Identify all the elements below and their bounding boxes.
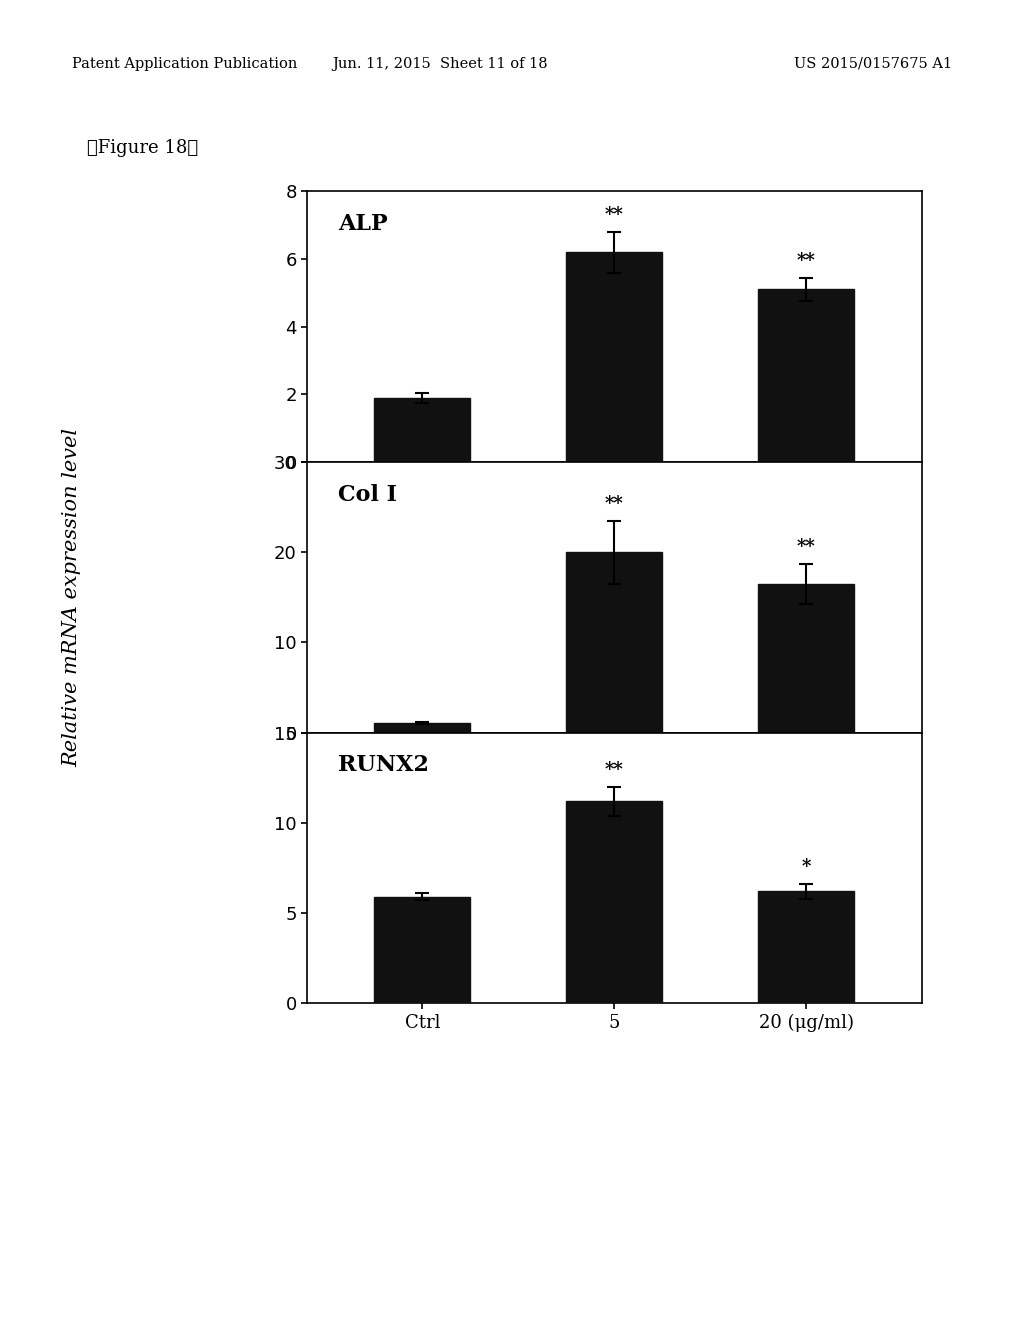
Text: **: ** xyxy=(797,537,816,556)
Text: Patent Application Publication: Patent Application Publication xyxy=(72,57,297,71)
Bar xyxy=(375,896,470,1003)
Text: 【Figure 18】: 【Figure 18】 xyxy=(87,139,199,157)
Text: RUNX2: RUNX2 xyxy=(338,754,429,776)
Bar xyxy=(375,722,470,733)
Text: ALP: ALP xyxy=(338,213,387,235)
Text: Relative mRNA expression level: Relative mRNA expression level xyxy=(62,428,81,767)
Bar xyxy=(759,289,854,462)
Text: **: ** xyxy=(797,252,816,269)
Text: **: ** xyxy=(605,495,624,512)
Bar xyxy=(566,801,663,1003)
Bar xyxy=(566,252,663,462)
Text: *: * xyxy=(802,858,811,876)
Bar xyxy=(375,397,470,462)
Text: Jun. 11, 2015  Sheet 11 of 18: Jun. 11, 2015 Sheet 11 of 18 xyxy=(333,57,548,71)
Text: **: ** xyxy=(605,760,624,779)
Text: US 2015/0157675 A1: US 2015/0157675 A1 xyxy=(795,57,952,71)
Bar xyxy=(759,891,854,1003)
Bar xyxy=(759,583,854,733)
Bar xyxy=(566,552,663,733)
Text: Col I: Col I xyxy=(338,483,397,506)
Text: **: ** xyxy=(605,206,624,224)
